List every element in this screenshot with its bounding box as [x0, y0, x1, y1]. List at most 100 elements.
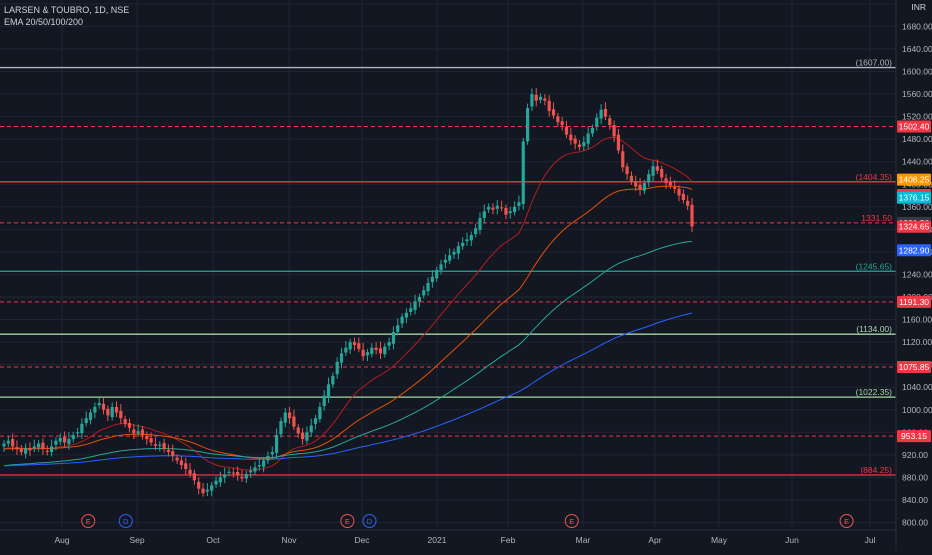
y-tick-label: 1000.00: [902, 405, 932, 415]
candle: [19, 444, 23, 456]
candle: [326, 377, 331, 403]
candle: [322, 390, 326, 411]
y-tick-label: 840.00: [902, 495, 928, 505]
y-tick-label: 1360.00: [902, 202, 932, 212]
candle: [352, 337, 357, 351]
candle-body: [210, 485, 214, 491]
price-badge-bg: [897, 430, 931, 443]
candle: [500, 200, 504, 212]
x-tick-label: May: [711, 535, 728, 545]
earnings-marker[interactable]: E: [81, 514, 96, 528]
candle-body: [599, 109, 603, 119]
candle: [37, 440, 41, 452]
candle: [504, 204, 508, 220]
candle: [396, 318, 400, 336]
candle: [634, 175, 638, 192]
price-badge: 1075.85: [897, 360, 931, 373]
candle: [668, 176, 672, 189]
candle-body: [158, 444, 162, 446]
candle: [184, 457, 188, 475]
candle: [88, 409, 93, 425]
candle-body: [335, 361, 339, 375]
candle-body: [309, 425, 313, 433]
candle-body: [590, 127, 595, 134]
price-badge-label: 1282.90: [899, 245, 930, 255]
candle-body: [24, 448, 28, 454]
candle-body: [456, 246, 460, 254]
price-badge-bg: [897, 295, 931, 308]
candle-body: [331, 375, 335, 385]
candle-body: [318, 406, 322, 420]
marker-ring: [839, 514, 854, 528]
price-badge-bg: [897, 173, 931, 186]
candle-body: [88, 412, 93, 420]
candle: [49, 439, 54, 457]
candle-body: [443, 259, 447, 263]
candle-body: [62, 437, 67, 443]
y-tick-label: 1640.00: [902, 44, 932, 54]
candle-body: [474, 228, 478, 235]
candle: [430, 269, 434, 288]
price-badge: 1376.15: [897, 191, 931, 204]
candle-body: [28, 448, 32, 451]
candle-body: [71, 435, 75, 440]
price-badge: 1324.65: [897, 220, 931, 233]
level-label: (1404.35): [856, 172, 893, 182]
candle-body: [296, 427, 300, 434]
candle-body: [249, 470, 253, 473]
candle: [660, 165, 664, 182]
candle: [370, 343, 374, 358]
symbol-title[interactable]: LARSEN & TOUBRO, 1D, NSE: [4, 5, 130, 15]
y-tick-label: 880.00: [902, 472, 928, 482]
dividend-marker[interactable]: D: [118, 514, 133, 528]
candle: [331, 372, 335, 388]
x-tick-label: Aug: [54, 535, 69, 545]
indicator-label[interactable]: EMA 20/50/100/200: [4, 17, 84, 27]
candle: [383, 343, 387, 358]
candle: [318, 402, 322, 423]
candle-body: [482, 211, 486, 219]
earnings-marker[interactable]: E: [340, 514, 355, 528]
candle-body: [11, 439, 15, 447]
candle: [240, 470, 244, 482]
candle: [655, 159, 659, 175]
candle: [629, 171, 634, 185]
price-badge-bg: [897, 360, 931, 373]
candle-body: [218, 477, 222, 483]
candle: [469, 231, 473, 246]
candle-body: [279, 421, 283, 435]
candle-body: [300, 432, 305, 440]
candle: [110, 402, 114, 421]
earnings-marker[interactable]: E: [564, 514, 579, 528]
candle: [621, 144, 625, 172]
x-tick-label: 2021: [428, 535, 447, 545]
candle-body: [396, 325, 400, 332]
candle: [599, 104, 603, 125]
candle: [300, 428, 305, 445]
candle-body: [184, 463, 188, 469]
candle-body: [469, 234, 473, 241]
candle: [590, 124, 595, 137]
candle-body: [162, 443, 166, 450]
candle-body: [123, 419, 127, 424]
candle-body: [547, 100, 551, 111]
candle: [249, 466, 253, 478]
candle-body: [616, 134, 621, 151]
candle-body: [573, 138, 577, 144]
candle-body: [357, 343, 361, 349]
level-label: (1245.65): [856, 261, 893, 271]
price-badge-label: 1075.85: [899, 362, 930, 372]
candle: [149, 432, 153, 446]
candle: [586, 126, 590, 150]
candle: [625, 163, 629, 180]
price-badge-label: 1191.30: [899, 297, 929, 307]
dividend-marker[interactable]: D: [362, 514, 377, 528]
candle: [158, 441, 162, 452]
earnings-marker[interactable]: E: [839, 514, 854, 528]
candle-body: [67, 439, 71, 445]
candle: [387, 337, 391, 351]
candle-body: [642, 183, 647, 191]
candle: [690, 198, 694, 233]
